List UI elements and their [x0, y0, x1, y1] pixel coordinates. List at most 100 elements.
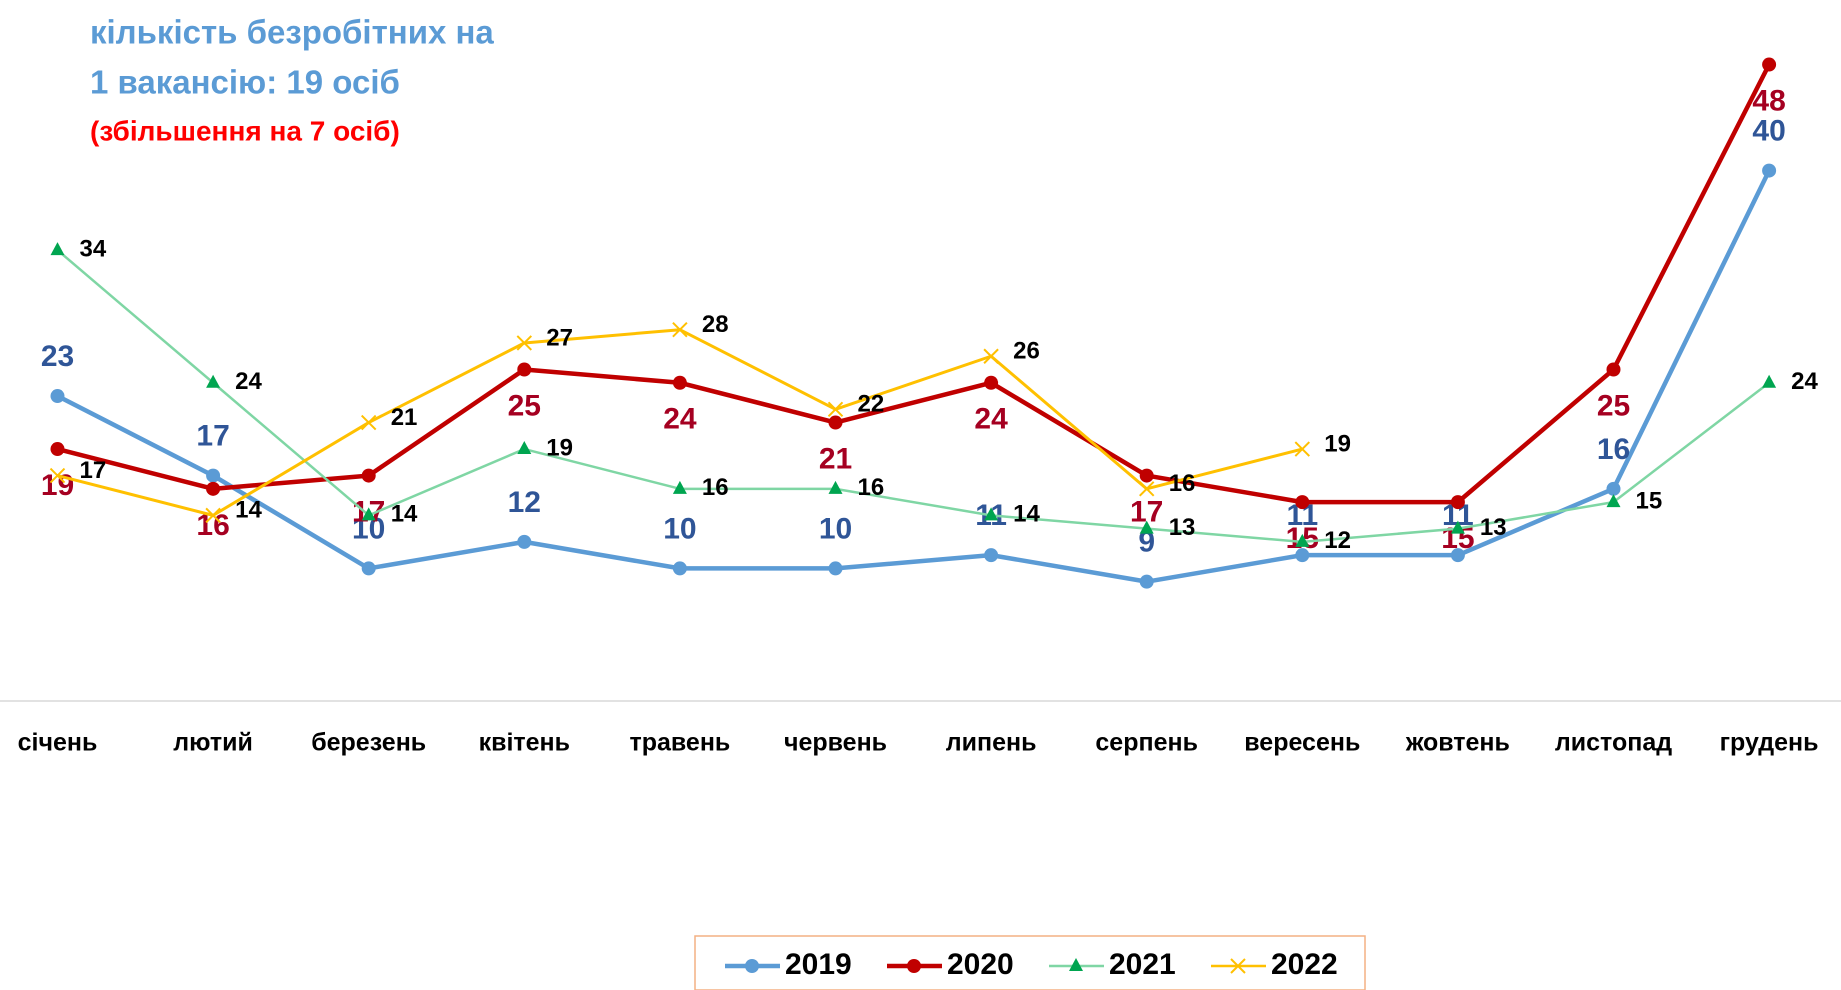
marker [1606, 481, 1621, 496]
data-label: 17 [80, 457, 107, 484]
marker [50, 389, 65, 404]
marker [206, 481, 221, 496]
data-label: 12 [508, 486, 541, 519]
marker [361, 507, 376, 521]
marker [827, 401, 844, 417]
x-tick-label: грудень [1720, 729, 1819, 757]
data-label: 24 [1791, 368, 1818, 395]
marker [206, 374, 221, 388]
legend-label: 2021 [1109, 948, 1176, 981]
marker [745, 959, 759, 973]
marker [361, 561, 376, 576]
data-label: 25 [508, 389, 541, 422]
x-tick-label: лютий [173, 729, 253, 757]
data-label: 13 [1480, 514, 1507, 541]
x-tick-label: січень [18, 729, 98, 757]
marker [517, 534, 532, 549]
data-label: 24 [663, 403, 697, 436]
data-label: 12 [1324, 527, 1351, 554]
x-tick-label: травень [629, 729, 730, 757]
marker [672, 480, 687, 494]
data-label: 48 [1752, 84, 1785, 117]
x-tick-label: березень [311, 729, 426, 757]
data-label: 28 [702, 311, 729, 338]
data-label: 19 [546, 434, 573, 461]
marker [1606, 494, 1621, 508]
marker [1139, 468, 1154, 483]
data-label: 22 [858, 391, 885, 418]
legend-label: 2019 [785, 948, 852, 981]
marker [1762, 163, 1777, 178]
marker [984, 507, 999, 521]
marker [50, 242, 65, 256]
marker [1762, 374, 1777, 388]
marker [360, 414, 377, 431]
marker [983, 348, 999, 364]
data-label: 14 [1013, 501, 1040, 528]
data-label: 21 [391, 404, 418, 431]
marker [828, 415, 843, 430]
marker [672, 322, 688, 338]
marker [206, 468, 221, 483]
annotation: (збільшення на 7 осіб) [90, 115, 400, 146]
series-line [56, 169, 1772, 584]
marker [672, 561, 687, 576]
x-tick-label: жовтень [1405, 729, 1510, 757]
data-label: 19 [41, 469, 74, 502]
x-tick-label: липень [946, 729, 1037, 757]
data-label: 34 [80, 236, 107, 263]
marker [828, 480, 843, 494]
data-label: 16 [1597, 433, 1630, 466]
marker [907, 959, 921, 973]
marker [1295, 533, 1310, 547]
data-label: 25 [1597, 389, 1630, 422]
marker [1606, 362, 1621, 377]
marker [672, 375, 687, 390]
marker [1138, 481, 1155, 497]
marker [517, 362, 532, 377]
marker [49, 467, 66, 484]
marker [1450, 520, 1465, 534]
marker [516, 335, 533, 351]
data-label: 24 [235, 368, 262, 395]
marker [1139, 574, 1154, 589]
data-label: 24 [974, 403, 1008, 436]
data-label: 21 [819, 442, 852, 475]
data-label: 23 [41, 340, 74, 373]
data-label: 14 [235, 497, 262, 524]
data-label: 10 [663, 512, 696, 545]
marker [1450, 548, 1465, 563]
data-label: 16 [858, 474, 885, 501]
x-tick-label: червень [784, 729, 887, 757]
marker [517, 441, 532, 455]
data-label: 9 [1138, 526, 1155, 559]
marker [1294, 441, 1311, 457]
data-label: 10 [819, 512, 852, 545]
marker [984, 375, 999, 390]
x-tick-label: серпень [1095, 729, 1198, 757]
marker [1230, 958, 1246, 974]
series-line [56, 249, 1770, 544]
marker [361, 468, 376, 483]
marker [1295, 495, 1310, 510]
marker [1450, 495, 1465, 510]
chart-title: кількість безробітних на [90, 14, 494, 51]
series-line [56, 63, 1772, 505]
data-label: 16 [1169, 470, 1196, 497]
marker [984, 548, 999, 563]
legend-label: 2020 [947, 948, 1014, 981]
marker [1069, 958, 1083, 971]
data-label: 14 [391, 501, 418, 528]
data-label: 17 [196, 420, 229, 453]
data-label: 15 [1636, 487, 1663, 514]
marker [205, 507, 221, 524]
marker [1295, 548, 1310, 563]
legend-label: 2022 [1271, 948, 1338, 981]
x-tick-label: вересень [1244, 729, 1360, 757]
marker [1139, 520, 1154, 534]
data-label: 27 [546, 324, 573, 351]
data-label: 26 [1013, 338, 1040, 365]
data-label: 40 [1752, 115, 1785, 148]
marker [1762, 57, 1777, 72]
